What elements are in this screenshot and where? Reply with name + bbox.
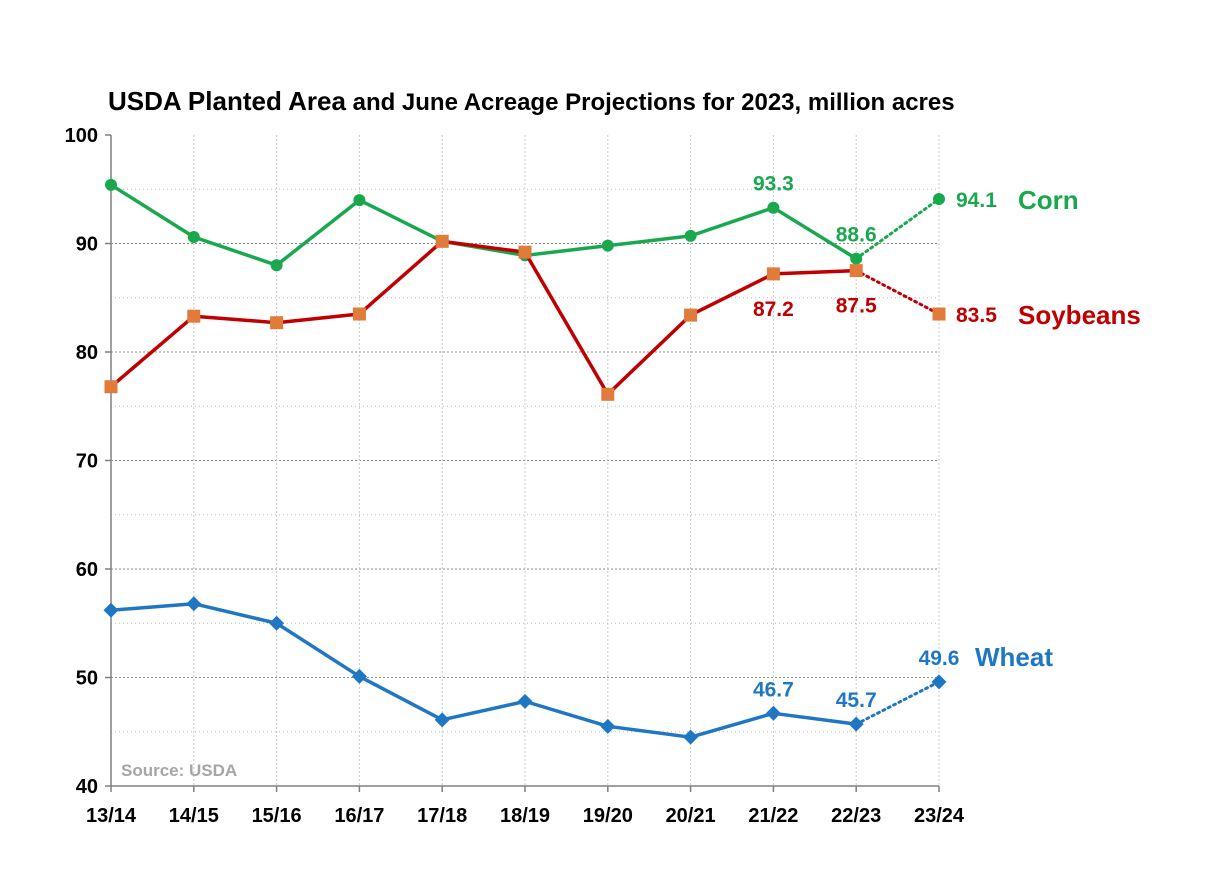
x-tick-label: 19/20 xyxy=(583,805,633,827)
corn-marker xyxy=(933,193,945,206)
soybeans-marker xyxy=(518,245,532,259)
x-tick-label: 13/14 xyxy=(86,805,137,827)
corn-marker xyxy=(105,178,117,191)
soybeans-marker xyxy=(187,309,201,323)
wheat-marker xyxy=(848,716,864,732)
y-tick-label: 70 xyxy=(76,451,98,473)
wheat-data-label: 46.7 xyxy=(753,678,794,701)
chart-title-part1: USDA Planted Area xyxy=(108,86,346,116)
soybeans-marker xyxy=(435,234,449,248)
corn-data-label: 93.3 xyxy=(753,173,794,196)
wheat-marker xyxy=(186,596,202,612)
x-tick-label: 14/15 xyxy=(169,805,219,827)
wheat-data-label: 49.6 xyxy=(919,647,960,670)
series-group xyxy=(103,178,947,745)
wheat-marker xyxy=(600,718,616,734)
soybeans-marker xyxy=(352,307,366,321)
wheat-marker xyxy=(931,674,947,690)
soybeans-line xyxy=(109,239,857,397)
y-tick-label: 60 xyxy=(76,559,98,581)
corn-line xyxy=(110,183,858,267)
data-labels: 93.3 88.6 94.1 Corn 87.2 87.5 83.5 Soybeans 46.7… xyxy=(753,173,1141,712)
chart-title: USDA Planted Area and June Acreage Proje… xyxy=(108,86,955,116)
y-tick-label: 40 xyxy=(76,776,98,798)
wheat-marker xyxy=(351,668,367,684)
soybeans-data-label: 87.5 xyxy=(836,295,877,318)
chart-title-part2: and June Acreage Projections for 2023, m… xyxy=(346,89,955,116)
soybeans-marker xyxy=(270,316,284,330)
wheat-marker xyxy=(683,729,699,745)
soybeans-series-label: Soybeans xyxy=(1018,300,1141,330)
y-axis-ticks: 40 50 60 70 80 90 100 xyxy=(65,125,111,798)
corn-marker xyxy=(767,201,780,214)
corn-marker xyxy=(684,229,697,242)
corn-marker xyxy=(601,239,614,252)
x-tick-label: 15/16 xyxy=(252,805,302,827)
x-tick-label: 16/17 xyxy=(334,805,384,827)
soybeans-data-label: 83.5 xyxy=(956,304,997,327)
corn-marker xyxy=(353,194,366,207)
source-note: Source: USDA xyxy=(121,761,237,780)
x-tick-label: 20/21 xyxy=(666,805,716,827)
x-axis-ticks: 13/14 14/15 15/16 16/17 17/18 18/19 19/20 20/21… xyxy=(86,786,965,827)
y-tick-label: 80 xyxy=(76,342,98,364)
corn-marker xyxy=(850,252,863,265)
wheat-marker xyxy=(765,705,781,721)
corn-marker xyxy=(187,230,200,243)
wheat-marker xyxy=(517,693,533,709)
corn-projection-line xyxy=(854,197,941,261)
wheat-marker xyxy=(269,615,285,631)
x-tick-label: 18/19 xyxy=(500,805,550,827)
x-tick-label: 17/18 xyxy=(417,805,467,827)
x-tick-label: 22/23 xyxy=(831,805,881,827)
soybeans-marker xyxy=(932,307,946,321)
soybeans-marker xyxy=(684,308,698,322)
soybeans-marker xyxy=(849,264,863,278)
wheat-line xyxy=(110,601,857,739)
x-tick-label: 23/24 xyxy=(914,805,965,827)
corn-series-label: Corn xyxy=(1018,185,1079,215)
wheat-marker xyxy=(434,712,450,728)
corn-data-label: 88.6 xyxy=(836,224,877,247)
soybeans-marker xyxy=(766,267,780,281)
y-tick-label: 50 xyxy=(76,668,98,690)
wheat-data-label: 45.7 xyxy=(836,689,877,712)
x-tick-label: 21/22 xyxy=(748,805,798,827)
wheat-series-label: Wheat xyxy=(975,642,1053,672)
y-tick-label: 100 xyxy=(65,125,98,147)
series-wheat xyxy=(103,596,947,745)
soybeans-marker xyxy=(601,387,615,401)
corn-data-label: 94.1 xyxy=(956,189,997,212)
soybeans-marker xyxy=(104,380,118,394)
corn-marker xyxy=(270,259,283,272)
series-soybeans xyxy=(104,234,946,401)
y-tick-label: 90 xyxy=(76,234,98,256)
wheat-projection-line xyxy=(854,680,941,726)
soybeans-projection-line xyxy=(854,269,941,316)
wheat-marker xyxy=(103,602,119,618)
soybeans-data-label: 87.2 xyxy=(753,298,794,321)
